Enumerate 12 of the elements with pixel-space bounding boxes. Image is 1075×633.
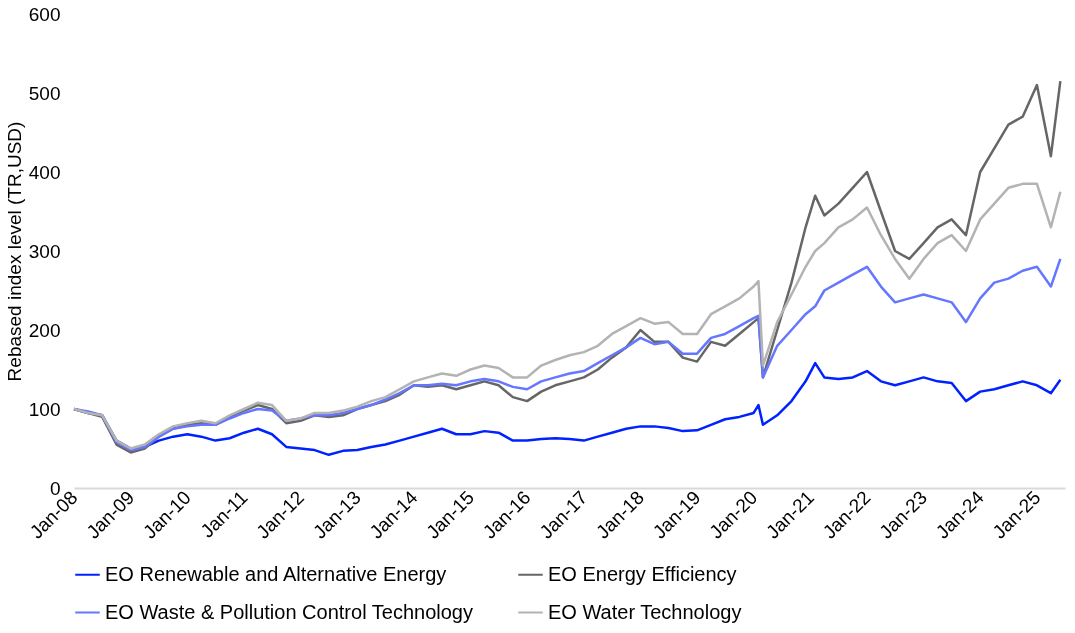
legend-label: EO Waste & Pollution Control Technology bbox=[105, 600, 473, 623]
legend-label: EO Renewable and Alternative Energy bbox=[105, 562, 447, 585]
y-tick-label: 600 bbox=[28, 3, 61, 25]
y-tick-label: 200 bbox=[28, 319, 61, 341]
y-tick-label: 400 bbox=[28, 161, 61, 183]
legend-label: EO Energy Efficiency bbox=[548, 562, 737, 585]
y-tick-label: 500 bbox=[28, 82, 61, 104]
line-series bbox=[72, 182, 1062, 450]
y-tick-label: 100 bbox=[28, 398, 61, 420]
y-axis-title: Rebased index level (TR,USD) bbox=[3, 121, 25, 382]
y-tick-label: 300 bbox=[28, 240, 61, 262]
legend-label: EO Water Technology bbox=[548, 600, 742, 623]
